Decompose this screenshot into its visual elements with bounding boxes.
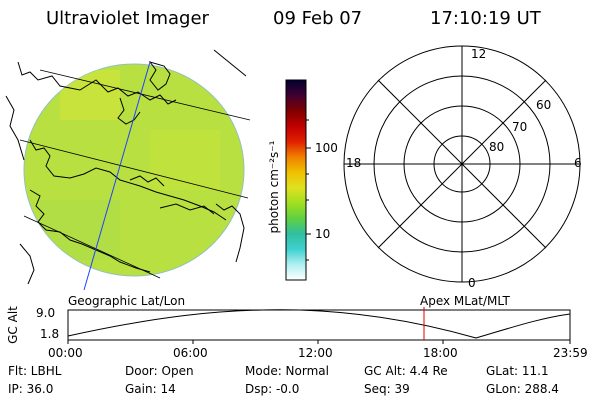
polar-label-6: 6 — [574, 156, 582, 170]
status-glon: GLon: 288.4 — [486, 382, 559, 396]
x-tick-4: 23:59 — [553, 346, 588, 360]
status-filter: Flt: LBHL — [8, 364, 62, 378]
status-ip: IP: 36.0 — [8, 382, 54, 396]
x-tick-3: 18:00 — [423, 346, 458, 360]
status-seq: Seq: 39 — [364, 382, 410, 396]
status-mode: Mode: Normal — [245, 364, 329, 378]
polar-ring-label-70: 70 — [512, 120, 528, 134]
graticule — [19, 69, 251, 279]
status-gain: Gain: 14 — [125, 382, 176, 396]
coastlines — [5, 49, 247, 285]
polar-label-12: 12 — [471, 47, 487, 61]
altitude-y-high: 9.0 — [36, 306, 56, 320]
colorbar-tick-10: 10 — [315, 227, 331, 241]
date-label: 09 Feb 07 — [273, 8, 363, 29]
polar-label-18: 18 — [346, 156, 362, 170]
time-label: 17:10:19 UT — [430, 8, 541, 29]
x-tick-0: 00:00 — [48, 346, 83, 360]
polar-label-0: 0 — [468, 276, 476, 290]
x-tick-1: 06:00 — [173, 346, 208, 360]
colorbar-unit-label: photon cm⁻²s⁻¹ — [267, 140, 281, 234]
polar-ring-label-80: 80 — [489, 140, 505, 154]
x-tick-2: 12:00 — [298, 346, 333, 360]
meridian-line — [83, 61, 151, 291]
status-gc-alt: GC Alt: 4.4 Re — [364, 364, 448, 378]
altitude-plot — [67, 307, 571, 344]
polar-ring-label-60: 60 — [536, 98, 552, 112]
polar-plot — [343, 45, 581, 283]
colorbar-tick-100: 100 — [315, 141, 338, 155]
app-title: Ultraviolet Imager — [46, 8, 209, 29]
altitude-y-low: 1.8 — [40, 327, 60, 341]
map-caption: Geographic Lat/Lon — [68, 294, 186, 308]
colorbar — [285, 79, 311, 281]
earth-disk — [23, 63, 245, 277]
status-glat: GLat: 11.1 — [486, 364, 549, 378]
polar-caption: Apex MLat/MLT — [420, 294, 510, 308]
status-door: Door: Open — [125, 364, 194, 378]
altitude-ylabel: GC Alt — [6, 306, 20, 344]
status-dsp: Dsp: -0.0 — [245, 382, 300, 396]
